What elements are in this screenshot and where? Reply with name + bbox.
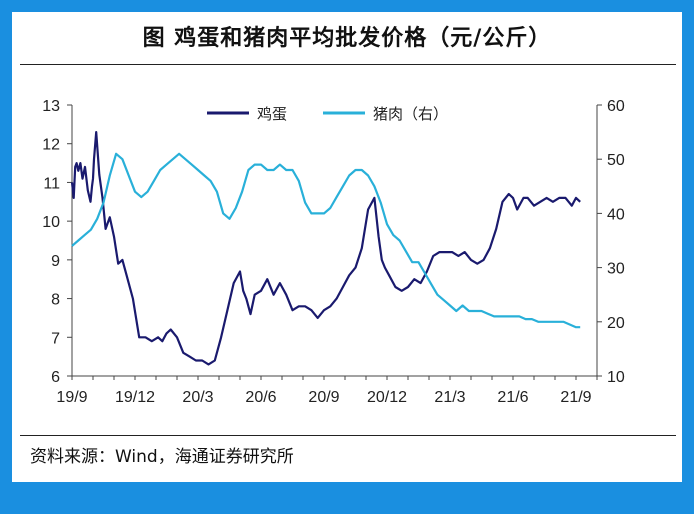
- left-tick-label: 11: [43, 175, 60, 192]
- chart-frame: 图 鸡蛋和猪肉平均批发价格（元/公斤） 资料来源：Wind，海通证券研究所: [12, 12, 682, 482]
- chart-title: 图 鸡蛋和猪肉平均批发价格（元/公斤）: [142, 26, 552, 51]
- footer-divider: [20, 435, 676, 436]
- left-tick-label: 10: [42, 214, 60, 231]
- x-tick-label: 20/9: [308, 389, 339, 406]
- x-tick-label: 21/6: [497, 389, 528, 406]
- series-line-pork: [71, 152, 581, 329]
- x-tick-label: 21/9: [560, 389, 591, 406]
- legend-label: 鸡蛋: [257, 105, 287, 123]
- series-line-egg: [70, 131, 581, 366]
- right-tick-label: 50: [607, 152, 625, 169]
- left-tick-label: 8: [51, 292, 60, 309]
- right-tick-label: 30: [607, 261, 625, 278]
- source-note: 资料来源：Wind，海通证券研究所: [30, 447, 294, 467]
- left-tick-label: 12: [42, 137, 60, 154]
- title-divider: [20, 64, 676, 65]
- right-tick-label: 20: [607, 315, 625, 332]
- x-tick-label: 19/9: [56, 389, 87, 406]
- right-tick-label: 40: [607, 206, 625, 223]
- legend-label: 猪肉（右）: [373, 105, 448, 123]
- x-tick-label: 21/3: [434, 389, 465, 406]
- x-tick-label: 20/6: [245, 389, 276, 406]
- right-tick-label: 60: [607, 98, 625, 115]
- x-tick-label: 19/12: [115, 389, 155, 406]
- x-tick-label: 20/12: [367, 389, 407, 406]
- left-tick-label: 13: [42, 98, 60, 115]
- left-tick-label: 9: [51, 253, 60, 270]
- left-tick-label: 6: [51, 369, 60, 386]
- right-tick-label: 10: [607, 369, 625, 386]
- left-tick-label: 7: [51, 330, 60, 347]
- x-tick-label: 20/3: [182, 389, 213, 406]
